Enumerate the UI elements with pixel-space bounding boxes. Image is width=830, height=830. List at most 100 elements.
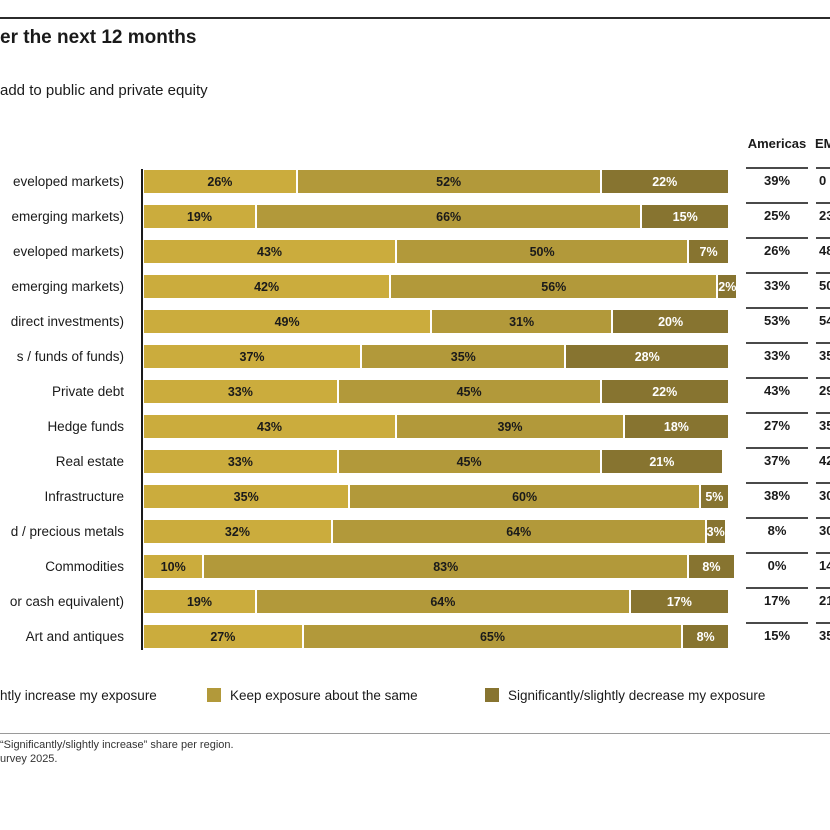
stacked-bar: 32% 64% 3% bbox=[144, 520, 728, 543]
americas-value: 39% bbox=[746, 167, 808, 193]
stacked-bar: 43% 39% 18% bbox=[144, 415, 728, 438]
row-label: s / funds of funds) bbox=[16, 349, 124, 364]
column-header-emea: EM bbox=[815, 136, 830, 151]
stacked-bar: 33% 45% 21% bbox=[144, 450, 728, 473]
bar-segment-value: 19% bbox=[186, 594, 212, 609]
bar-segment-value: 37% bbox=[239, 349, 265, 364]
top-rule bbox=[0, 17, 830, 19]
bar-segment-value: 3% bbox=[706, 524, 725, 539]
footnote-region-share: “Significantly/slightly increase” share … bbox=[0, 739, 234, 751]
bar-segment-same: 65% bbox=[303, 625, 682, 648]
stacked-bar: 35% 60% 5% bbox=[144, 485, 728, 508]
chart-axis-line bbox=[141, 169, 143, 650]
bar-segment-same: 50% bbox=[397, 240, 688, 263]
bar-segment-value: 49% bbox=[274, 314, 300, 329]
row-label: direct investments) bbox=[10, 314, 124, 329]
bar-segment-increase: 26% bbox=[144, 170, 296, 193]
americas-value: 38% bbox=[746, 482, 808, 508]
emea-value: 35 bbox=[816, 412, 830, 438]
bar-segment-value: 2% bbox=[718, 279, 737, 294]
chart-row: d / precious metals 32% 64% 3% 8% 30 bbox=[0, 517, 830, 543]
emea-value: 48 bbox=[816, 237, 830, 263]
chart-row: Private debt 33% 45% 22% 43% 29 bbox=[0, 377, 830, 403]
bar-segment-value: 5% bbox=[705, 489, 724, 504]
americas-value: 43% bbox=[746, 377, 808, 403]
row-label: Hedge funds bbox=[47, 419, 124, 434]
bar-segment-value: 22% bbox=[652, 384, 678, 399]
page-title: er the next 12 months bbox=[0, 27, 197, 48]
chart-row: or cash equivalent) 19% 64% 17% 17% 21 bbox=[0, 587, 830, 613]
americas-value: 8% bbox=[746, 517, 808, 543]
row-label: emerging markets) bbox=[11, 209, 124, 224]
bar-segment-decrease: 7% bbox=[689, 240, 728, 263]
row-label: emerging markets) bbox=[11, 279, 124, 294]
bar-segment-increase: 49% bbox=[144, 310, 431, 333]
legend-label: htly increase my exposure bbox=[0, 687, 157, 703]
bar-segment-increase: 43% bbox=[144, 240, 396, 263]
bar-segment-increase: 10% bbox=[144, 555, 203, 578]
bar-segment-value: 33% bbox=[227, 384, 253, 399]
bar-segment-increase: 33% bbox=[144, 450, 337, 473]
bar-segment-decrease: 2% bbox=[718, 275, 737, 298]
subtitle: add to public and private equity bbox=[0, 82, 208, 99]
stacked-bar: 19% 64% 17% bbox=[144, 590, 728, 613]
bar-segment-same: 35% bbox=[362, 345, 565, 368]
bar-segment-increase: 35% bbox=[144, 485, 349, 508]
row-label: or cash equivalent) bbox=[9, 594, 124, 609]
column-header-americas: Americas bbox=[747, 136, 807, 151]
row-label: Infrastructure bbox=[44, 489, 124, 504]
bar-segment-value: 22% bbox=[652, 174, 678, 189]
stacked-bar: 37% 35% 28% bbox=[144, 345, 728, 368]
bar-segment-value: 10% bbox=[160, 559, 186, 574]
bar-segment-decrease: 20% bbox=[613, 310, 728, 333]
bar-segment-value: 32% bbox=[224, 524, 250, 539]
bar-segment-increase: 32% bbox=[144, 520, 331, 543]
bar-segment-value: 31% bbox=[509, 314, 535, 329]
stacked-bar: 33% 45% 22% bbox=[144, 380, 728, 403]
bar-segment-decrease: 18% bbox=[624, 415, 728, 438]
americas-value: 26% bbox=[746, 237, 808, 263]
chart-row: Commodities 10% 83% 8% 0% 14 bbox=[0, 552, 830, 578]
stacked-bar: 27% 65% 8% bbox=[144, 625, 728, 648]
bar-segment-increase: 19% bbox=[144, 205, 255, 228]
bar-segment-value: 35% bbox=[233, 489, 259, 504]
emea-value: 21 bbox=[816, 587, 830, 613]
bar-segment-increase: 43% bbox=[144, 415, 396, 438]
bar-segment-value: 43% bbox=[257, 419, 283, 434]
stacked-bar: 43% 50% 7% bbox=[144, 240, 728, 263]
emea-value: 50 bbox=[816, 272, 830, 298]
americas-value: 27% bbox=[746, 412, 808, 438]
bar-segment-decrease: 22% bbox=[601, 380, 728, 403]
row-label: eveloped markets) bbox=[12, 244, 124, 259]
bar-segment-value: 33% bbox=[227, 454, 253, 469]
emea-value: 23 bbox=[816, 202, 830, 228]
emea-value: 14 bbox=[816, 552, 830, 578]
stacked-bar: 10% 83% 8% bbox=[144, 555, 734, 578]
americas-value: 25% bbox=[746, 202, 808, 228]
americas-value: 53% bbox=[746, 307, 808, 333]
bar-segment-value: 35% bbox=[450, 349, 476, 364]
legend-item: Keep exposure about the same bbox=[207, 686, 418, 704]
bar-segment-increase: 33% bbox=[144, 380, 337, 403]
row-label: Real estate bbox=[55, 454, 124, 469]
bar-segment-value: 7% bbox=[699, 244, 718, 259]
bar-segment-same: 64% bbox=[256, 590, 629, 613]
legend-item: Significantly/slightly decrease my expos… bbox=[485, 686, 765, 704]
bar-segment-value: 56% bbox=[541, 279, 567, 294]
bar-segment-value: 65% bbox=[479, 629, 505, 644]
bar-segment-value: 83% bbox=[433, 559, 459, 574]
row-label: Private debt bbox=[51, 384, 124, 399]
footnote-source: urvey 2025. bbox=[0, 753, 58, 765]
americas-value: 37% bbox=[746, 447, 808, 473]
bar-segment-increase: 19% bbox=[144, 590, 255, 613]
legend-swatch-icon bbox=[485, 688, 499, 702]
chart-row: Art and antiques 27% 65% 8% 15% 35 bbox=[0, 622, 830, 648]
chart-rows: eveloped markets) 26% 52% 22% 39% 0 emerging m… bbox=[0, 167, 830, 660]
bar-segment-same: 56% bbox=[391, 275, 717, 298]
row-label: eveloped markets) bbox=[12, 174, 124, 189]
stacked-bar: 49% 31% 20% bbox=[144, 310, 728, 333]
bar-segment-value: 17% bbox=[666, 594, 692, 609]
legend-item: htly increase my exposure bbox=[0, 686, 157, 704]
americas-value: 0% bbox=[746, 552, 808, 578]
bar-segment-value: 26% bbox=[207, 174, 233, 189]
